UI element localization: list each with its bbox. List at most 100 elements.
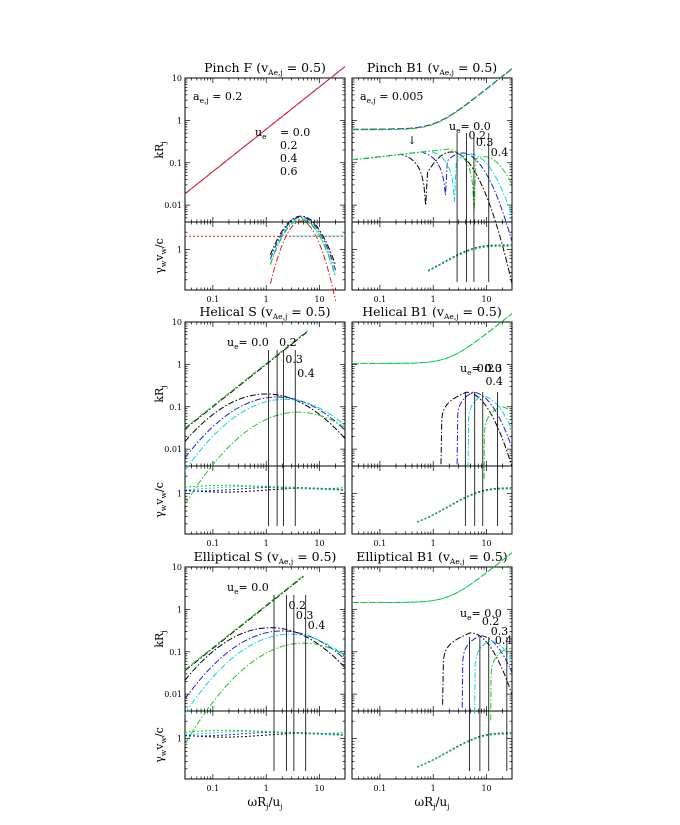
ue-value: 0.3 — [491, 625, 509, 638]
ue-label: ue= 0.0 — [227, 581, 269, 596]
ue-value: 0.3 — [296, 609, 314, 622]
legend-entry: 0.2 — [280, 139, 298, 152]
panel-5: 0.1 1 10 0.01 0.1 1 10 1 kRj γwvw/c Elliptical S (… — [153, 549, 346, 793]
ue-label: ue= 0.0 — [460, 362, 502, 377]
x-tick-label: 1 — [264, 295, 269, 304]
ue-value: 0.4 — [485, 375, 503, 388]
lower-axes-frame — [184, 465, 346, 535]
y-tick-label-lower: 1 — [177, 490, 182, 499]
legend-entry: = 0.0 — [280, 126, 310, 139]
series-0.0-mode — [184, 393, 346, 442]
series-0.3-mode — [351, 150, 513, 217]
ylabel-upper: kRj — [153, 141, 168, 158]
x-tick-label: 10 — [481, 295, 491, 304]
ue-value: 0.4 — [297, 367, 315, 380]
x-axis-label-1: ωRj/uj — [247, 795, 282, 811]
series-0.0-hump — [269, 215, 337, 266]
x-tick-label: 1 — [264, 539, 269, 548]
panel-4: 0.1 1 10 Helical B1 (vAe,j = 0.5) ue= 0.00.2… — [351, 304, 513, 548]
x-tick-label: 10 — [314, 295, 324, 304]
series-0.4-mode — [351, 148, 513, 212]
series-0.2-mode — [456, 391, 513, 465]
y-tick-label-lower: 1 — [177, 246, 182, 255]
panel-title: Elliptical S (vAe,j = 0.5) — [194, 549, 337, 566]
x-tick-label: 0.1 — [207, 539, 220, 548]
ue-value: 0.4 — [308, 619, 326, 632]
series-0.2-mode — [184, 396, 346, 459]
series-0.0-mode — [440, 391, 513, 467]
lower-axes-frame — [184, 710, 346, 780]
series-0.2-hump — [269, 216, 337, 271]
upper-axes-frame — [351, 566, 513, 712]
series-0.0-line — [184, 331, 309, 430]
series-0.4-line — [352, 552, 513, 603]
series-0.4-line — [184, 330, 309, 429]
series-0.2-velocity — [417, 732, 512, 768]
lower-axes-frame — [351, 710, 513, 780]
series-0.3-mode — [467, 395, 513, 468]
series-0.2-mode — [461, 635, 513, 708]
series-0.4-mode — [483, 406, 513, 479]
series-0.3-mode — [474, 640, 513, 713]
x-tick-label: 1 — [431, 295, 436, 304]
ylabel-lower: γwvw/c — [153, 482, 168, 518]
legend-entry: 0.6 — [280, 165, 298, 178]
series-0.4-line — [352, 313, 513, 364]
x-tick-label: 0.1 — [207, 784, 220, 793]
x-tick-label: 10 — [481, 539, 491, 548]
series-0.3-hump — [269, 218, 337, 276]
ylabel-upper: kRj — [153, 385, 168, 402]
x-tick-label: 10 — [314, 539, 324, 548]
series-0.4-mode — [490, 647, 513, 721]
upper-axes-frame — [351, 321, 513, 467]
y-tick-label: 0.1 — [169, 648, 182, 657]
ylabel-lower: γwvw/c — [153, 238, 168, 274]
panel-note: ae,j = 0.2 — [193, 90, 242, 105]
legend-title: ue — [255, 126, 267, 141]
y-tick-label: 10 — [172, 318, 182, 327]
x-tick-label: 0.1 — [207, 295, 220, 304]
ue-value: 0.3 — [476, 136, 494, 149]
ue-value: 0.2 — [482, 615, 500, 628]
series-0.4-mode — [184, 411, 346, 505]
ue-label: ue= 0.0 — [449, 120, 491, 135]
series-0.2-mode — [184, 630, 346, 700]
y-tick-label: 0.1 — [169, 403, 182, 412]
panel-title: Helical B1 (vAe,j = 0.5) — [362, 304, 502, 321]
ue-label: ue= 0.0 — [227, 336, 269, 351]
x-tick-label: 1 — [431, 784, 436, 793]
ue-value: 0.4 — [495, 634, 512, 647]
series-0.0-mode — [442, 632, 513, 705]
ue-label: ue= 0.0 — [460, 607, 502, 622]
arrow-marker: ↓ — [407, 134, 416, 147]
panel-title: Elliptical B1 (vAe,j = 0.5) — [356, 549, 507, 566]
series-0.4-mode — [184, 642, 346, 745]
series-0.0-mode — [351, 151, 513, 284]
series-0.3-mode — [184, 398, 346, 471]
x-axis-label-2: ωRj/uj — [414, 795, 449, 811]
ue-value: 0.3 — [285, 353, 303, 366]
series-0.0-velocity — [427, 244, 512, 271]
panel-1: 0.1 1 10 0.01 0.1 1 10 1 kRj γwvw/c Pinch F (vAe,j… — [153, 60, 346, 304]
lower-axes-frame — [184, 221, 346, 291]
series-0.3-velocity — [427, 245, 512, 272]
y-tick-label: 0.01 — [164, 201, 182, 210]
x-tick-label: 10 — [314, 784, 324, 793]
x-tick-label: 0.1 — [374, 539, 387, 548]
series-0.0-mode — [184, 627, 346, 681]
series-0.4-velocity — [417, 733, 512, 768]
panel-6: 0.1 1 10 Elliptical B1 (vAe,j = 0.5) ue= 0.0… — [351, 549, 513, 793]
x-tick-label: 10 — [481, 784, 491, 793]
series-0.6-line — [184, 66, 346, 195]
ylabel-upper: kRj — [153, 630, 168, 647]
y-tick-label: 1 — [177, 360, 182, 369]
series-0.3-line — [352, 313, 513, 364]
series-0.4-velocity — [184, 729, 346, 735]
ylabel-lower: γwvw/c — [153, 727, 168, 763]
x-tick-label: 0.1 — [374, 784, 387, 793]
y-tick-label: 0.1 — [169, 159, 182, 168]
panel-title: Helical S (vAe,j = 0.5) — [200, 304, 331, 321]
ue-value: 0.2 — [477, 362, 495, 375]
ue-value: 0.4 — [491, 146, 509, 159]
ue-value: 0.2 — [468, 129, 486, 142]
